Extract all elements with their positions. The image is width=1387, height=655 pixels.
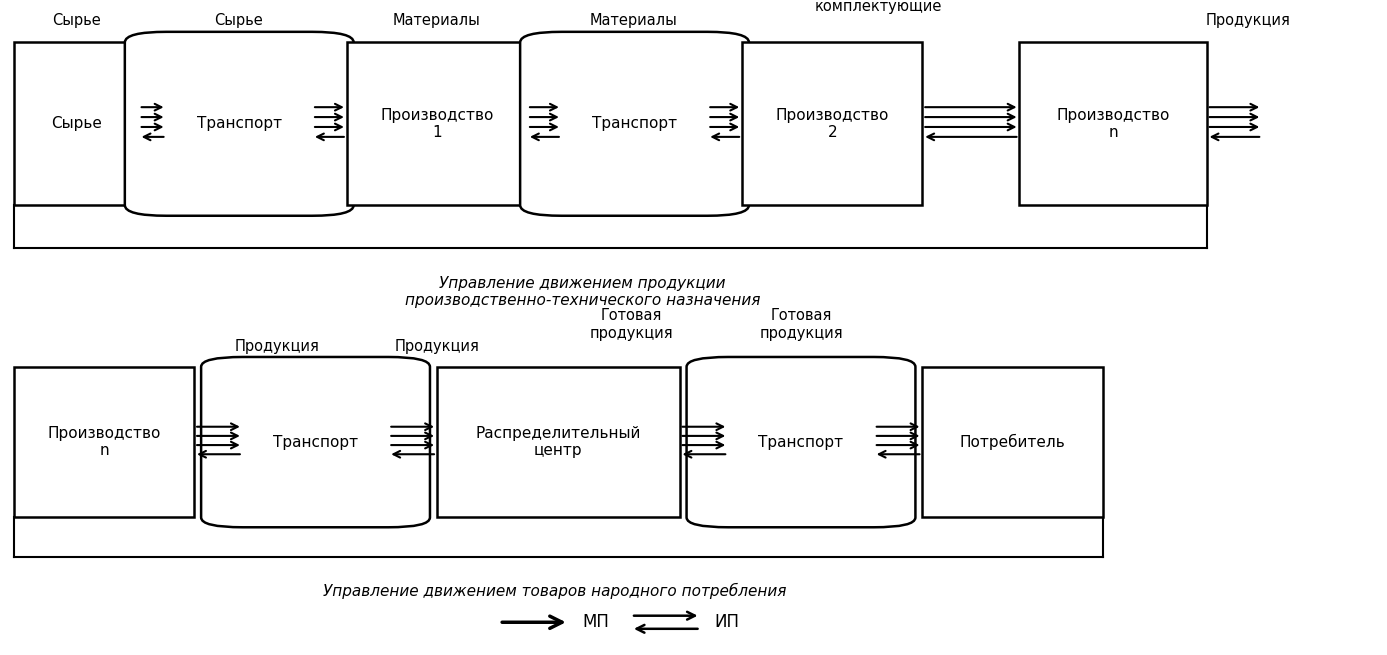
FancyBboxPatch shape bbox=[14, 367, 194, 517]
Text: Сырье: Сырье bbox=[51, 117, 101, 131]
Text: Производство
1: Производство 1 bbox=[380, 107, 494, 140]
Text: Заготовки, детали,
комплектующие: Заготовки, детали, комплектующие bbox=[803, 0, 953, 14]
Text: Транспорт: Транспорт bbox=[592, 117, 677, 131]
Text: Готовая
продукция: Готовая продукция bbox=[589, 309, 673, 341]
Text: Сырье: Сырье bbox=[51, 13, 101, 28]
FancyBboxPatch shape bbox=[437, 367, 680, 517]
Text: Продукция: Продукция bbox=[234, 339, 320, 354]
Text: Готовая
продукция: Готовая продукция bbox=[760, 309, 843, 341]
Text: Потребитель: Потребитель bbox=[960, 434, 1065, 450]
Text: Продукция: Продукция bbox=[1205, 13, 1291, 28]
Text: МП: МП bbox=[583, 613, 609, 631]
Text: Управление движением товаров народного потребления: Управление движением товаров народного п… bbox=[323, 583, 786, 599]
FancyBboxPatch shape bbox=[742, 43, 922, 205]
Text: Сырье: Сырье bbox=[214, 13, 264, 28]
FancyBboxPatch shape bbox=[125, 32, 354, 215]
Text: Производство
n: Производство n bbox=[47, 426, 161, 458]
Text: Производство
2: Производство 2 bbox=[775, 107, 889, 140]
Text: Материалы: Материалы bbox=[589, 13, 678, 28]
Text: Производство
n: Производство n bbox=[1057, 107, 1169, 140]
Text: ИП: ИП bbox=[714, 613, 739, 631]
FancyBboxPatch shape bbox=[201, 357, 430, 527]
FancyBboxPatch shape bbox=[687, 357, 915, 527]
FancyBboxPatch shape bbox=[347, 43, 527, 205]
FancyBboxPatch shape bbox=[922, 367, 1103, 517]
Text: Транспорт: Транспорт bbox=[273, 435, 358, 449]
Text: Транспорт: Транспорт bbox=[197, 117, 282, 131]
Text: Продукция: Продукция bbox=[394, 339, 480, 354]
Text: Материалы: Материалы bbox=[393, 13, 481, 28]
FancyBboxPatch shape bbox=[14, 43, 139, 205]
FancyBboxPatch shape bbox=[520, 32, 749, 215]
FancyBboxPatch shape bbox=[1019, 43, 1207, 205]
Text: Транспорт: Транспорт bbox=[759, 435, 843, 449]
Text: Управление движением продукции
производственно-технического назначения: Управление движением продукции производс… bbox=[405, 276, 760, 309]
Text: Распределительный
центр: Распределительный центр bbox=[476, 426, 641, 458]
